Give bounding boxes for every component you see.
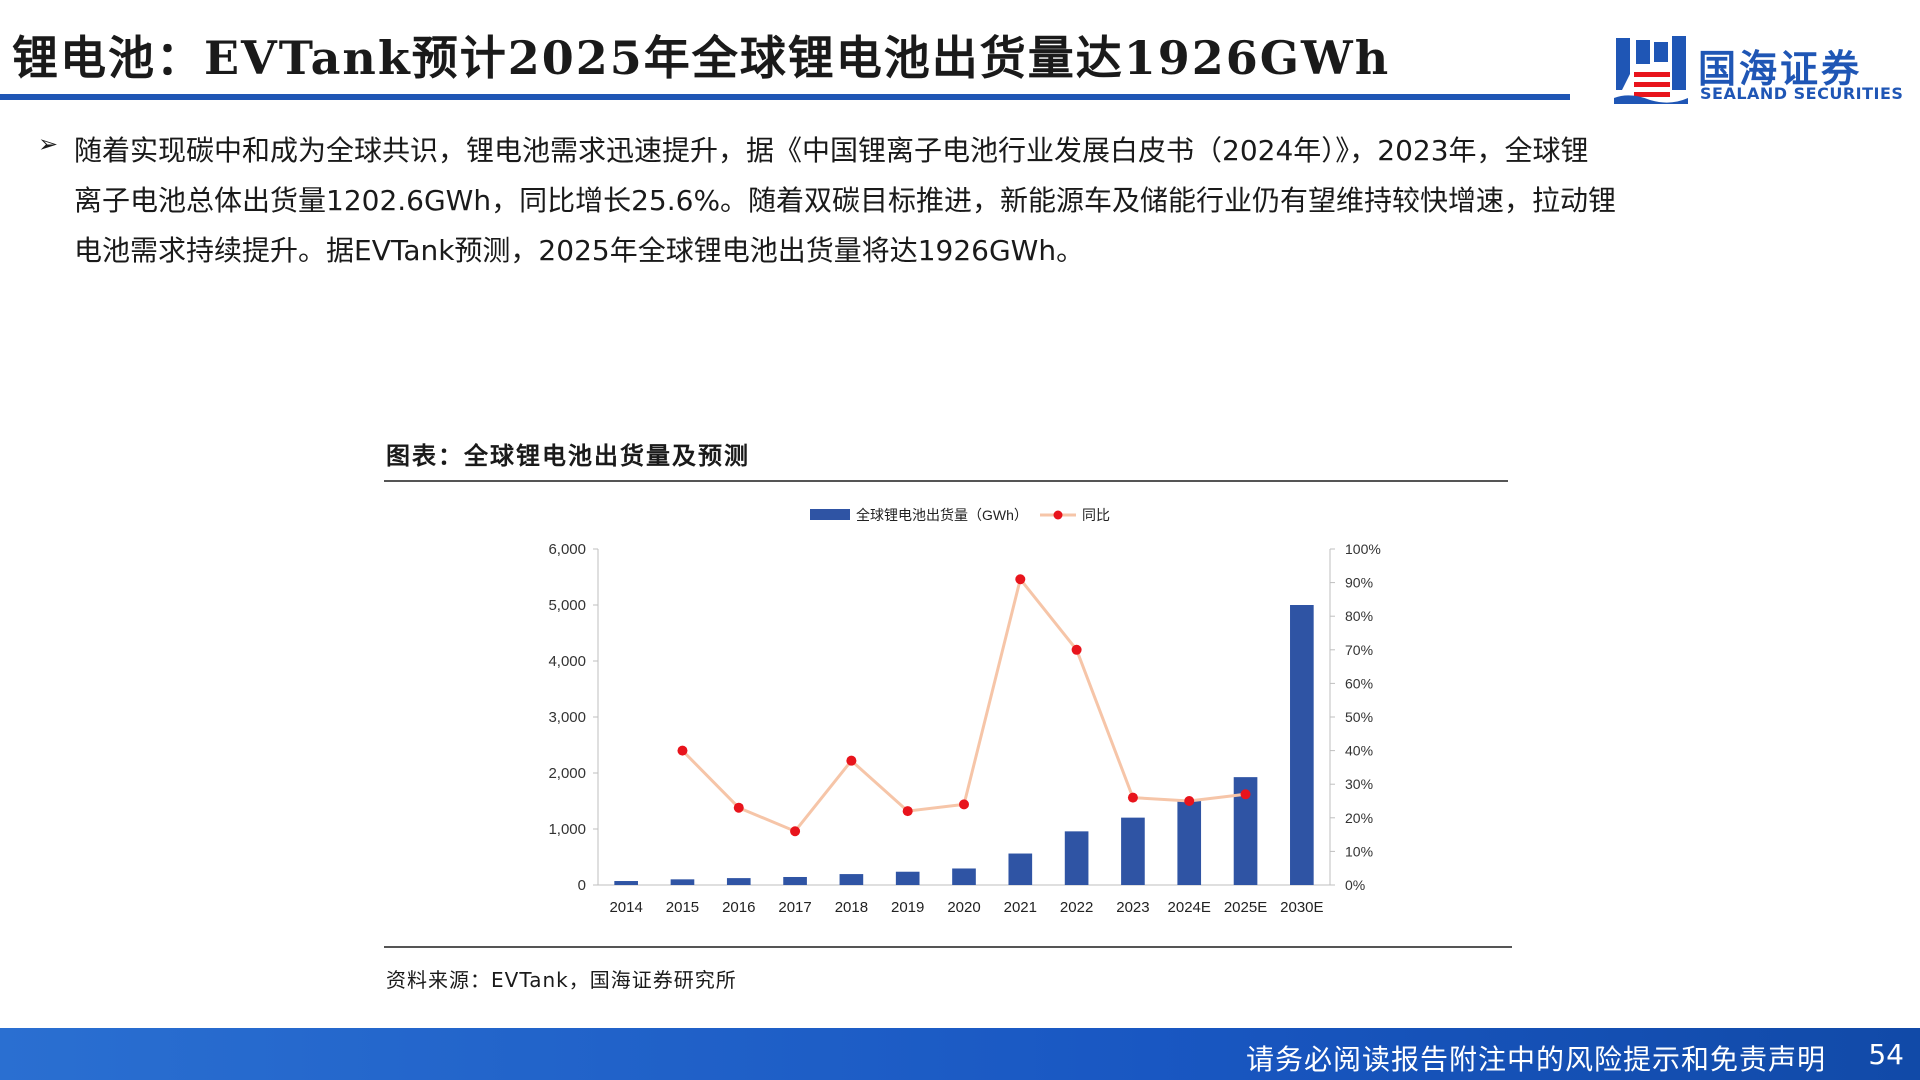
x-tick-label: 2025E	[1224, 899, 1267, 916]
legend-bar-swatch	[810, 509, 850, 520]
x-tick-label: 2015	[666, 899, 699, 916]
right-tick-label: 20%	[1345, 810, 1373, 826]
left-tick-label: 5,000	[548, 597, 586, 614]
right-tick-label: 100%	[1345, 541, 1381, 557]
right-tick-label: 0%	[1345, 877, 1365, 893]
right-tick-label: 40%	[1345, 743, 1373, 759]
right-tick-label: 80%	[1345, 608, 1373, 624]
left-tick-label: 3,000	[548, 709, 586, 726]
legend-bar-label: 全球锂电池出货量（GWh）	[856, 507, 1028, 523]
bar-2030E	[1290, 605, 1314, 885]
x-tick-label: 2017	[778, 899, 811, 916]
bar-2018	[839, 874, 864, 885]
shipment-chart: 0 1,000 2,000 3,000 4,000 5,000 6,000 0% 10% 20% 3…	[548, 507, 1381, 916]
x-tick-label: 2016	[722, 899, 755, 916]
yoy-point-2017	[790, 826, 801, 837]
x-tick-label: 2019	[891, 899, 924, 916]
page-title: 锂电池：EVTank预计2025年全球锂电池出货量达1926GWh	[12, 31, 1391, 85]
bar-2023	[1121, 817, 1145, 885]
title-bar: 锂电池：EVTank预计2025年全球锂电池出货量达1926GWh	[0, 0, 1570, 100]
legend-line-marker	[1053, 510, 1063, 520]
figure-title: 图表：全球锂电池出货量及预测	[386, 441, 750, 470]
bar-2021	[1008, 853, 1033, 885]
left-tick-label: 6,000	[548, 541, 586, 558]
x-tick-label: 2024E	[1168, 899, 1211, 916]
yoy-point-2018	[846, 755, 857, 766]
x-tick-label: 2023	[1116, 899, 1149, 916]
bar-2024E	[1177, 801, 1202, 885]
bar-2014	[614, 881, 638, 885]
yoy-point-2022	[1071, 644, 1082, 655]
yoy-point-2016	[733, 802, 744, 813]
sealand-logo-icon	[1614, 36, 1688, 104]
legend-line-label: 同比	[1082, 507, 1110, 523]
right-tick-label: 10%	[1345, 843, 1373, 859]
yoy-point-2021	[1015, 574, 1026, 585]
x-tick-label: 2018	[835, 899, 868, 916]
right-tick-label: 70%	[1345, 642, 1373, 658]
x-tick-label: 2014	[609, 899, 642, 916]
company-logo: 国海证券 SEALAND SECURITIES	[1610, 34, 1903, 108]
x-tick-label: 2022	[1060, 899, 1093, 916]
yoy-point-2020	[959, 799, 969, 810]
x-tick-label: 2021	[1004, 899, 1037, 916]
right-tick-label: 30%	[1345, 776, 1373, 792]
footer-bar: 请务必阅读报告附注中的风险提示和免责声明 54	[0, 1028, 1920, 1080]
bullet-line-1: 随着实现碳中和成为全球共识，锂电池需求迅速提升，据《中国锂离子电池行业发展白皮书…	[74, 134, 1589, 167]
footer-disclaimer: 请务必阅读报告附注中的风险提示和免责声明	[1245, 1043, 1826, 1076]
left-tick-label: 1,000	[548, 821, 586, 838]
x-tick-label: 2030E	[1280, 899, 1323, 916]
yoy-point-2019	[902, 806, 913, 817]
right-tick-label: 50%	[1345, 709, 1373, 725]
right-tick-label: 60%	[1345, 675, 1373, 691]
bar-2016	[726, 878, 751, 885]
yoy-point-2025E	[1240, 789, 1251, 800]
bullet-text: 随着实现碳中和成为全球共识，锂电池需求迅速提升，据《中国锂离子电池行业发展白皮书…	[74, 126, 1824, 276]
logo-chinese-text: 国海证券	[1698, 47, 1863, 91]
bar-2017	[783, 876, 807, 885]
yoy-point-2015	[677, 745, 688, 756]
x-tick-label: 2020	[947, 899, 980, 916]
bar-2022	[1064, 831, 1089, 885]
left-tick-label: 0	[578, 877, 586, 894]
right-tick-label: 90%	[1345, 575, 1373, 591]
title-rule	[0, 94, 1570, 100]
figure-bottom-rule	[384, 946, 1512, 948]
bar-2019	[895, 871, 920, 885]
logo-english-text: SEALAND SECURITIES	[1700, 84, 1904, 103]
yoy-line	[681, 575, 1246, 834]
bar-2015	[670, 879, 695, 885]
page-number: 54	[1868, 1038, 1904, 1071]
yoy-point-2024E	[1184, 796, 1195, 806]
figure-source: 资料来源：EVTank，国海证券研究所	[386, 968, 737, 992]
bullet-arrow-icon: ➢	[38, 130, 59, 158]
yoy-point-2023	[1127, 792, 1138, 803]
left-tick-label: 2,000	[548, 765, 586, 782]
left-tick-label: 4,000	[548, 653, 586, 670]
bar-2020	[952, 868, 976, 885]
bullet-line-2: 离子电池总体出货量1202.6GWh，同比增长25.6%。随着双碳目标推进，新能…	[74, 184, 1617, 217]
bar-2025E	[1233, 777, 1258, 885]
bullet-line-3: 电池需求持续提升。据EVTank预测，2025年全球锂电池出货量将达1926GW…	[74, 234, 1085, 267]
figure-top-rule	[384, 480, 1508, 482]
